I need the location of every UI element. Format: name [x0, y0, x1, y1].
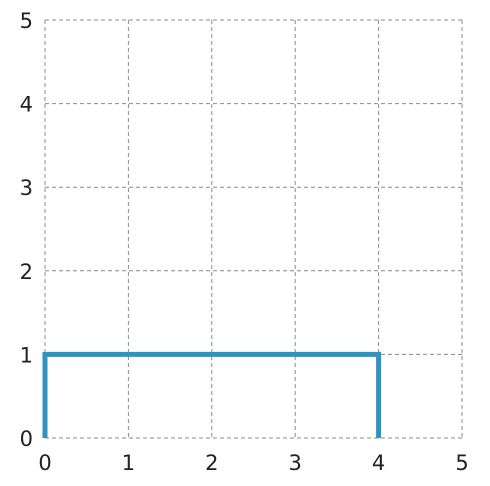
- x-tick-label: 5: [455, 451, 468, 475]
- x-axis-ticks: 0 1 2 3 4 5: [38, 451, 468, 475]
- x-tick-label: 0: [38, 451, 51, 475]
- y-axis-ticks: 0 1 2 3 4 5: [20, 9, 33, 451]
- y-tick-label: 5: [20, 9, 33, 33]
- y-tick-label: 2: [20, 260, 33, 284]
- x-tick-label: 4: [372, 451, 385, 475]
- x-tick-label: 3: [289, 451, 302, 475]
- y-tick-label: 1: [20, 343, 33, 367]
- x-tick-label: 1: [122, 451, 135, 475]
- y-tick-label: 0: [20, 427, 33, 451]
- y-tick-label: 4: [20, 93, 33, 117]
- x-tick-label: 2: [205, 451, 218, 475]
- grid: [45, 20, 462, 438]
- y-tick-label: 3: [20, 176, 33, 200]
